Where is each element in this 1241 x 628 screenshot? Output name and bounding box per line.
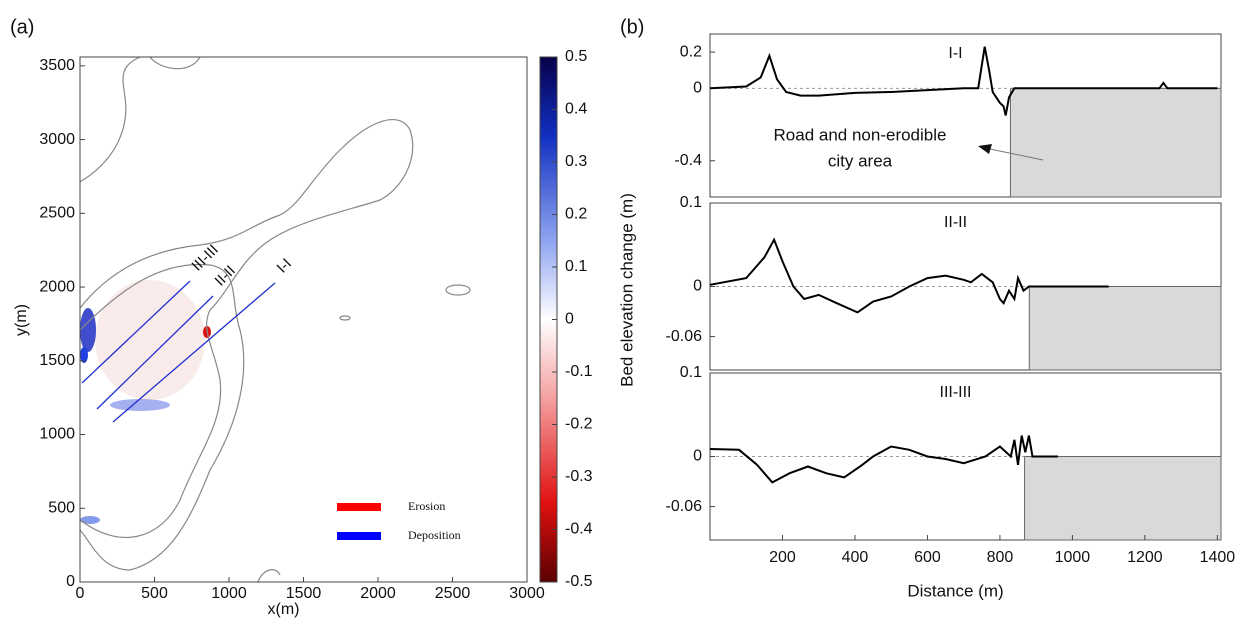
y-tick-label: 3000 <box>39 131 75 148</box>
x-tick-label: 2500 <box>435 585 471 602</box>
profile-line <box>709 46 1218 116</box>
colorbar-tick-label: -0.3 <box>565 468 593 485</box>
y-tick-label: 0.2 <box>680 43 702 60</box>
non-erodible-area <box>1009 87 1222 198</box>
annotation-arrow <box>989 148 1044 161</box>
annotation: Road and non-erodible <box>774 125 947 144</box>
colorbar-tick-label: -0.1 <box>565 363 593 380</box>
y-tick-label: 0 <box>693 278 702 295</box>
y-tick-label: -0.4 <box>674 152 702 169</box>
y-tick-label: 0 <box>66 573 75 590</box>
y-tick-label: 1500 <box>39 352 75 369</box>
legend-swatch <box>337 503 381 511</box>
section-line <box>96 295 214 410</box>
map-field <box>79 56 471 583</box>
profile-line <box>709 435 1058 484</box>
x-tick-label: 1500 <box>286 585 322 602</box>
section-label: III-III <box>189 241 222 274</box>
section-line <box>81 280 191 384</box>
colorbar-tick-label: 0.3 <box>565 153 587 170</box>
colorbar-tick-label: 0.2 <box>565 206 587 223</box>
legend-label: Deposition <box>408 528 461 542</box>
x-tick-label: 600 <box>914 549 941 566</box>
annotation: city area <box>828 151 893 170</box>
x-tick-label: 1000 <box>1055 549 1091 566</box>
y-tick-label: 2000 <box>39 278 75 295</box>
legend-swatch <box>337 532 381 540</box>
profile-line <box>709 237 1109 314</box>
colorbar-tick-label: -0.5 <box>565 573 593 590</box>
x-axis-label: Distance (m) <box>907 581 1003 600</box>
x-axis-label: x(m) <box>268 601 300 618</box>
non-erodible-area <box>1028 286 1222 371</box>
x-tick-label: 0 <box>76 585 85 602</box>
legend-label: Erosion <box>408 499 445 513</box>
panel-title: I-I <box>948 45 962 62</box>
colorbar-tick-label: -0.2 <box>565 416 593 433</box>
colorbar-tick-label: 0 <box>565 311 574 328</box>
panel-title: II-II <box>944 214 967 231</box>
y-axis-label: Bed elevation change (m) <box>617 193 636 387</box>
non-erodible-area <box>1024 456 1222 541</box>
colorbar-tick-label: -0.4 <box>565 521 593 538</box>
section-line <box>112 282 276 423</box>
colorbar-tick-label: 0.1 <box>565 258 587 275</box>
y-tick-label: 2500 <box>39 205 75 222</box>
x-tick-label: 500 <box>141 585 168 602</box>
colorbar-tick-label: 0.5 <box>565 48 587 65</box>
y-tick-label: 500 <box>48 499 75 516</box>
panel-label: (b) <box>620 16 644 38</box>
y-tick-label: -0.06 <box>666 498 703 515</box>
y-tick-label: 0.1 <box>680 364 702 381</box>
y-axis-label: y(m) <box>13 304 30 336</box>
y-tick-label: 0 <box>693 80 702 97</box>
panel-title: III-III <box>940 384 972 401</box>
x-tick-label: 1400 <box>1200 549 1236 566</box>
panel-label: (a) <box>10 16 34 38</box>
x-tick-label: 800 <box>987 549 1014 566</box>
x-tick-label: 200 <box>769 549 796 566</box>
x-tick-label: 2000 <box>360 585 396 602</box>
section-label: I-I <box>274 255 295 276</box>
y-tick-label: 0 <box>693 448 702 465</box>
arrow-head <box>978 144 992 154</box>
colorbar-tick-label: 0.4 <box>565 101 587 118</box>
y-tick-label: 0.1 <box>680 194 702 211</box>
x-tick-label: 400 <box>842 549 869 566</box>
y-tick-label: 3500 <box>39 57 75 74</box>
x-tick-label: 3000 <box>509 585 545 602</box>
x-tick-label: 1000 <box>211 585 247 602</box>
y-tick-label: -0.06 <box>666 328 703 345</box>
x-tick-label: 1200 <box>1127 549 1163 566</box>
y-tick-label: 1000 <box>39 426 75 443</box>
